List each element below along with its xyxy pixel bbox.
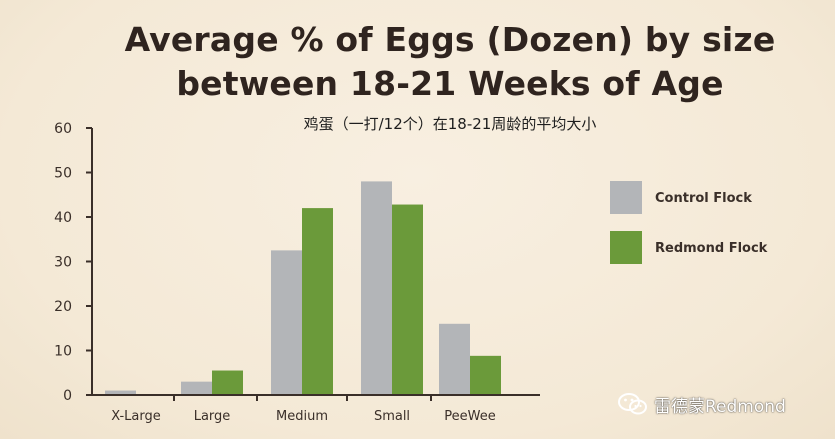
y-tick-label: 60 (54, 121, 72, 137)
watermark-text: 雷德蒙Redmond (654, 396, 786, 417)
chart-title-line-2: between 18-21 Weeks of Age (176, 64, 724, 103)
bar-control-peewee (439, 323, 470, 394)
bar-redmond-large (212, 370, 243, 394)
bar-redmond-medium (302, 208, 333, 394)
y-tick-label: 30 (54, 255, 72, 271)
chart-title-line-1: Average % of Eggs (Dozen) by size (124, 20, 776, 59)
chart-axes: 0 10 20 30 40 50 60 (54, 121, 540, 404)
category-label: X-Large (111, 409, 161, 424)
watermark: 雷德蒙Redmond (618, 391, 786, 417)
category-labels: X-Large Large Medium Small PeeWee (111, 409, 496, 424)
bar-redmond-peewee (470, 355, 501, 394)
category-label: PeeWee (444, 409, 495, 424)
bar-control-x-large (105, 390, 136, 394)
bar-redmond-small (392, 204, 423, 394)
chart-bars (105, 181, 501, 394)
wechat-icon (618, 393, 647, 415)
category-label: Large (194, 409, 231, 424)
y-tick-label: 40 (54, 210, 72, 226)
category-label: Small (374, 409, 410, 424)
y-tick-label: 20 (54, 299, 72, 315)
legend-swatch (610, 231, 642, 264)
legend-label: Control Flock (655, 191, 752, 206)
y-tick-label: 50 (54, 166, 72, 182)
bar-control-medium (271, 250, 302, 394)
y-tick-label: 10 (54, 344, 72, 360)
y-tick-label: 0 (63, 388, 72, 404)
legend-label: Redmond Flock (655, 241, 768, 256)
chart-legend: Control Flock Redmond Flock (610, 181, 768, 264)
legend-swatch (610, 181, 642, 214)
bar-control-large (181, 381, 212, 394)
chart-subtitle: 鸡蛋（一打/12个）在18-21周龄的平均大小 (303, 115, 597, 133)
bar-control-small (361, 181, 392, 394)
category-label: Medium (276, 409, 328, 424)
